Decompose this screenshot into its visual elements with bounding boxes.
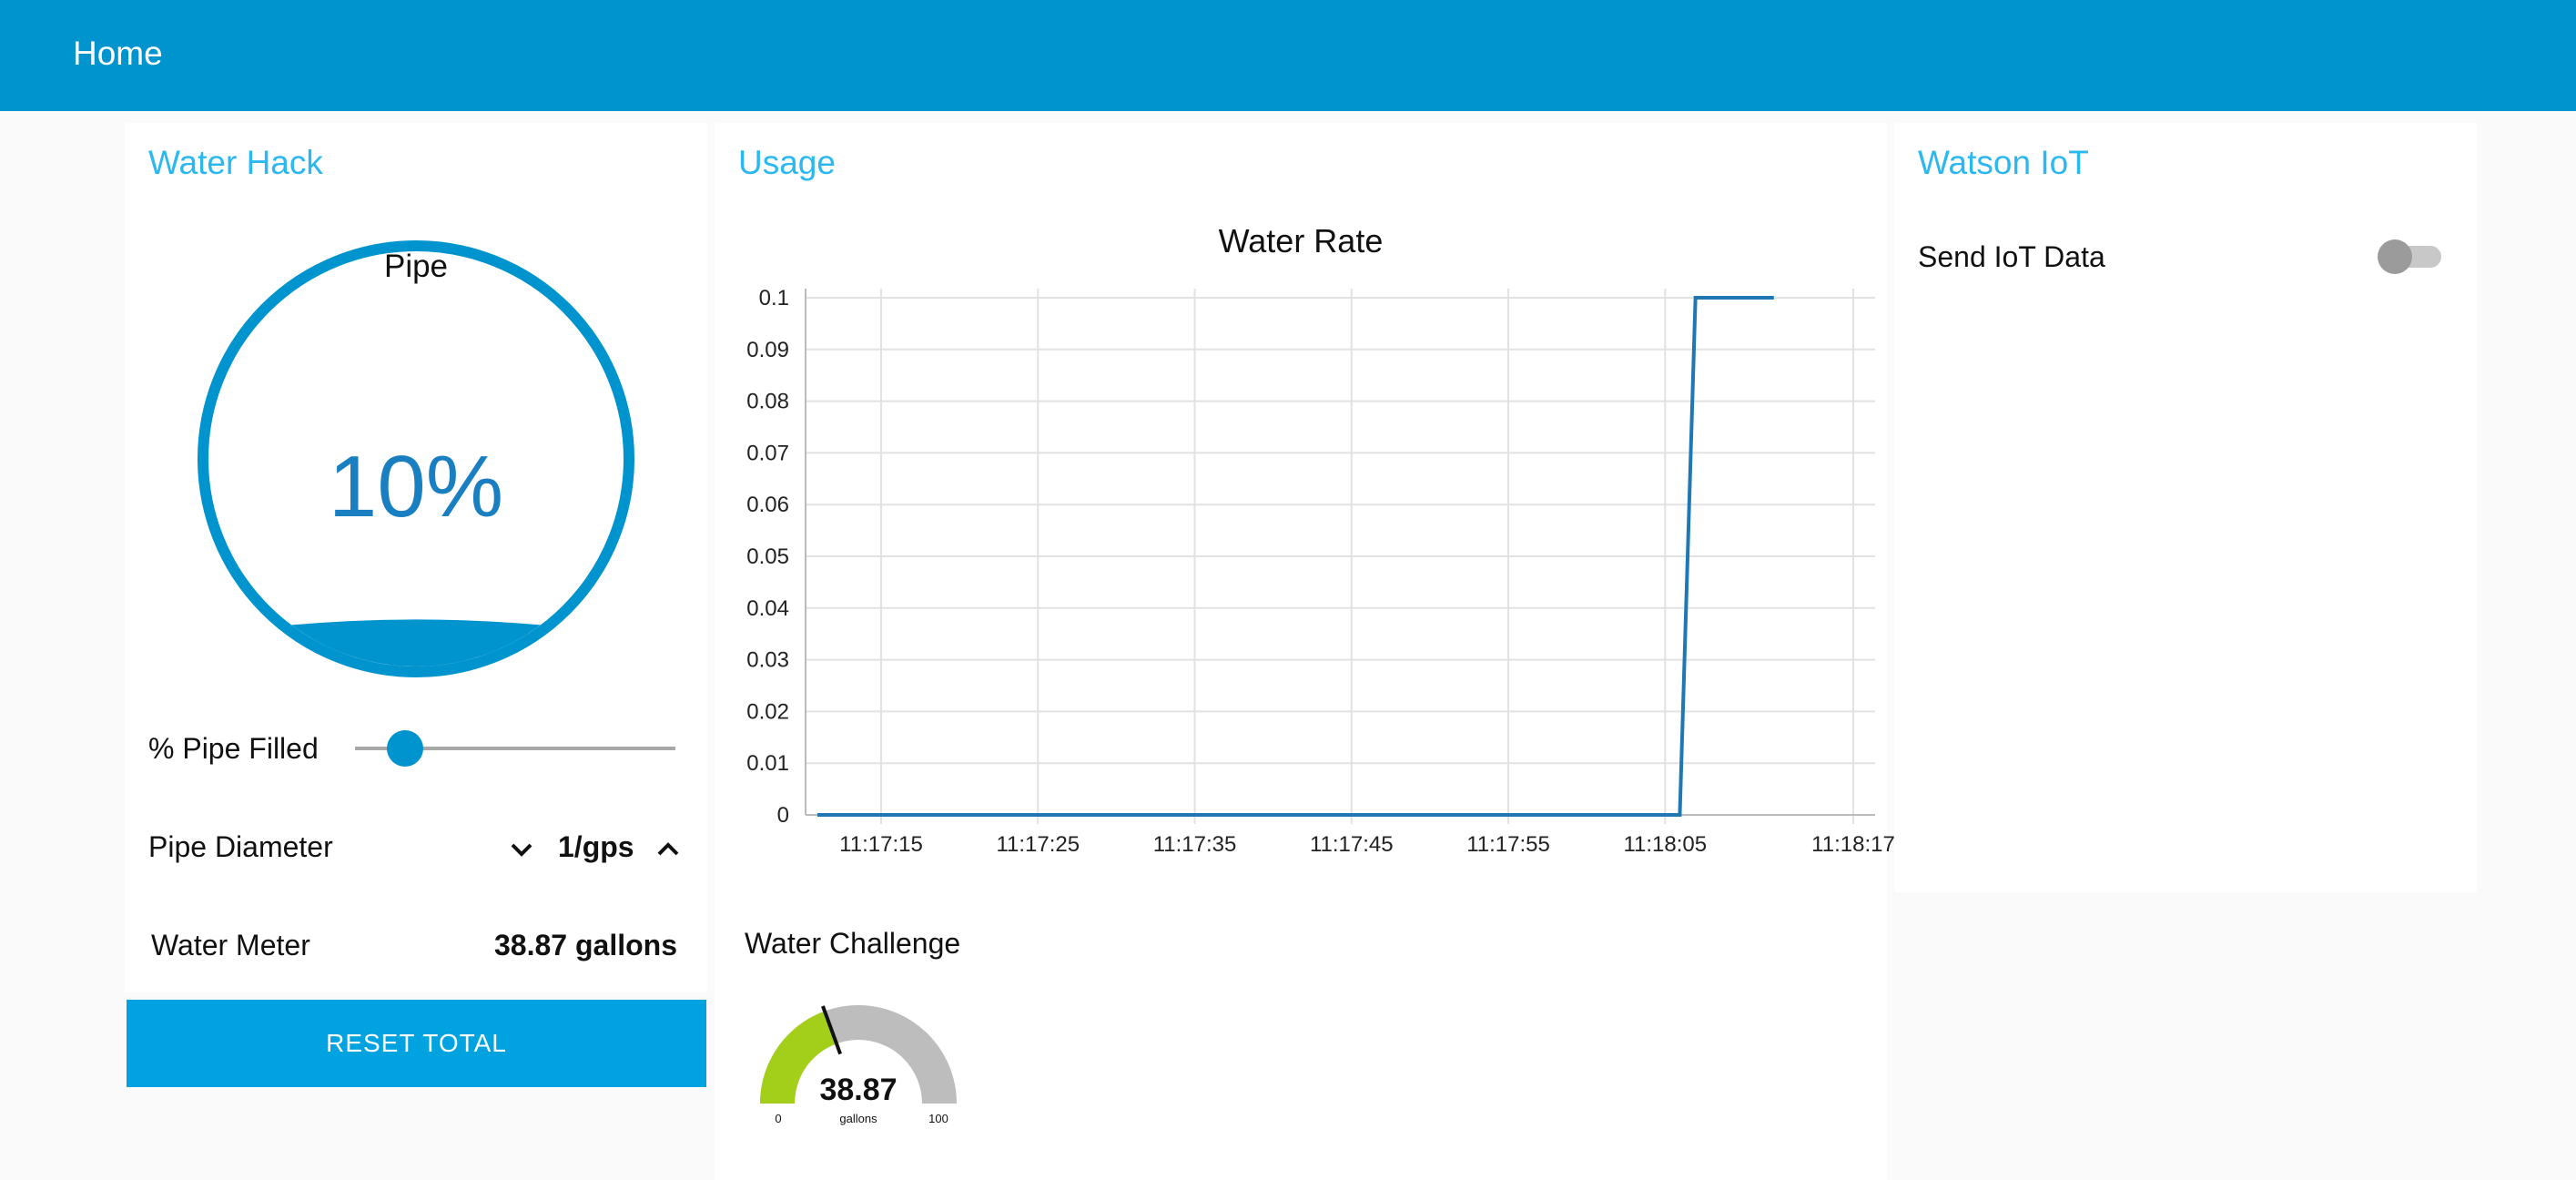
x-tick-label: 11:17:55	[1466, 832, 1550, 857]
chevron-down-icon	[511, 843, 532, 857]
y-tick-label: 0.03	[746, 648, 789, 673]
diameter-increase-button[interactable]	[653, 834, 684, 865]
x-tick-label: 11:17:45	[1310, 832, 1394, 857]
chevron-up-icon	[657, 842, 679, 856]
gauge-max: 100	[928, 1112, 948, 1125]
chart-title: Water Rate	[1219, 222, 1384, 259]
pipe-gauge-value: 10%	[329, 438, 503, 535]
usage-title: Usage	[738, 144, 836, 181]
y-tick-label: 0.07	[746, 441, 789, 465]
y-tick-label: 0.05	[746, 544, 789, 569]
pipe-gauge-label: Pipe	[384, 249, 448, 284]
water-meter-value: 38.87 gallons	[494, 929, 677, 961]
reset-total-button[interactable]: RESET TOTAL	[127, 1000, 706, 1087]
toggle-knob	[2378, 239, 2412, 274]
y-tick-label: 0.02	[746, 699, 789, 724]
pipe-gauge: Pipe 10%	[198, 240, 634, 677]
y-tick-label: 0.04	[746, 596, 789, 621]
pipe-diameter-value: 1/gps	[558, 830, 634, 863]
water-meter-label: Water Meter	[151, 929, 310, 961]
pipe-filled-label: % Pipe Filled	[148, 732, 319, 765]
x-tick-label: 11:17:35	[1153, 832, 1237, 857]
page-title: Home	[73, 35, 163, 72]
gauge-units: gallons	[839, 1112, 877, 1125]
pipe-gauge-ring	[198, 240, 634, 677]
water-challenge-label: Water Challenge	[745, 927, 961, 960]
pipe-filled-slider[interactable]	[355, 728, 675, 768]
slider-track	[355, 747, 675, 750]
top-bar: Home	[0, 0, 2576, 111]
y-tick-label: 0.1	[759, 286, 789, 310]
water-hack-title: Water Hack	[148, 144, 323, 181]
pipe-gauge-water	[291, 619, 541, 666]
watson-iot-title: Watson IoT	[1918, 144, 2089, 181]
gauge-value: 38.87	[819, 1073, 897, 1107]
chart-series	[817, 296, 1774, 817]
gauge-fill	[760, 1011, 837, 1104]
x-tick-label: 11:18:17	[1811, 832, 1895, 857]
y-tick-label: 0.01	[746, 751, 789, 776]
y-tick-label: 0.08	[746, 390, 789, 414]
series-line	[817, 296, 1774, 817]
water-rate-chart: Water Rate 0 0.01 0.02 0.03 0.04 0.05 0.06 0.07…	[746, 222, 1895, 857]
gauge-min: 0	[775, 1112, 781, 1125]
x-tick-label: 11:17:25	[996, 832, 1080, 857]
pipe-diameter-label: Pipe Diameter	[148, 830, 333, 863]
chart-y-ticks: 0 0.01 0.02 0.03 0.04 0.05 0.06 0.07 0.08 0.09 0.1	[746, 286, 789, 828]
chart-grid	[805, 289, 1875, 824]
y-tick-label: 0.06	[746, 493, 789, 517]
x-tick-label: 11:17:15	[839, 832, 923, 857]
diameter-decrease-button[interactable]	[506, 834, 537, 865]
water-challenge-gauge: 38.87 gallons 0 100	[760, 1005, 957, 1125]
send-iot-data-toggle[interactable]	[2378, 239, 2445, 275]
send-iot-data-label: Send IoT Data	[1918, 240, 2105, 273]
slider-thumb[interactable]	[387, 730, 424, 767]
x-tick-label: 11:18:05	[1623, 832, 1707, 857]
gauge-needle	[821, 1005, 843, 1055]
y-tick-label: 0	[777, 803, 789, 828]
y-tick-label: 0.09	[746, 338, 789, 362]
chart-x-ticks: 11:17:15 11:17:25 11:17:35 11:17:45 11:17:55…	[839, 832, 1895, 857]
usage-card	[715, 123, 1887, 1180]
